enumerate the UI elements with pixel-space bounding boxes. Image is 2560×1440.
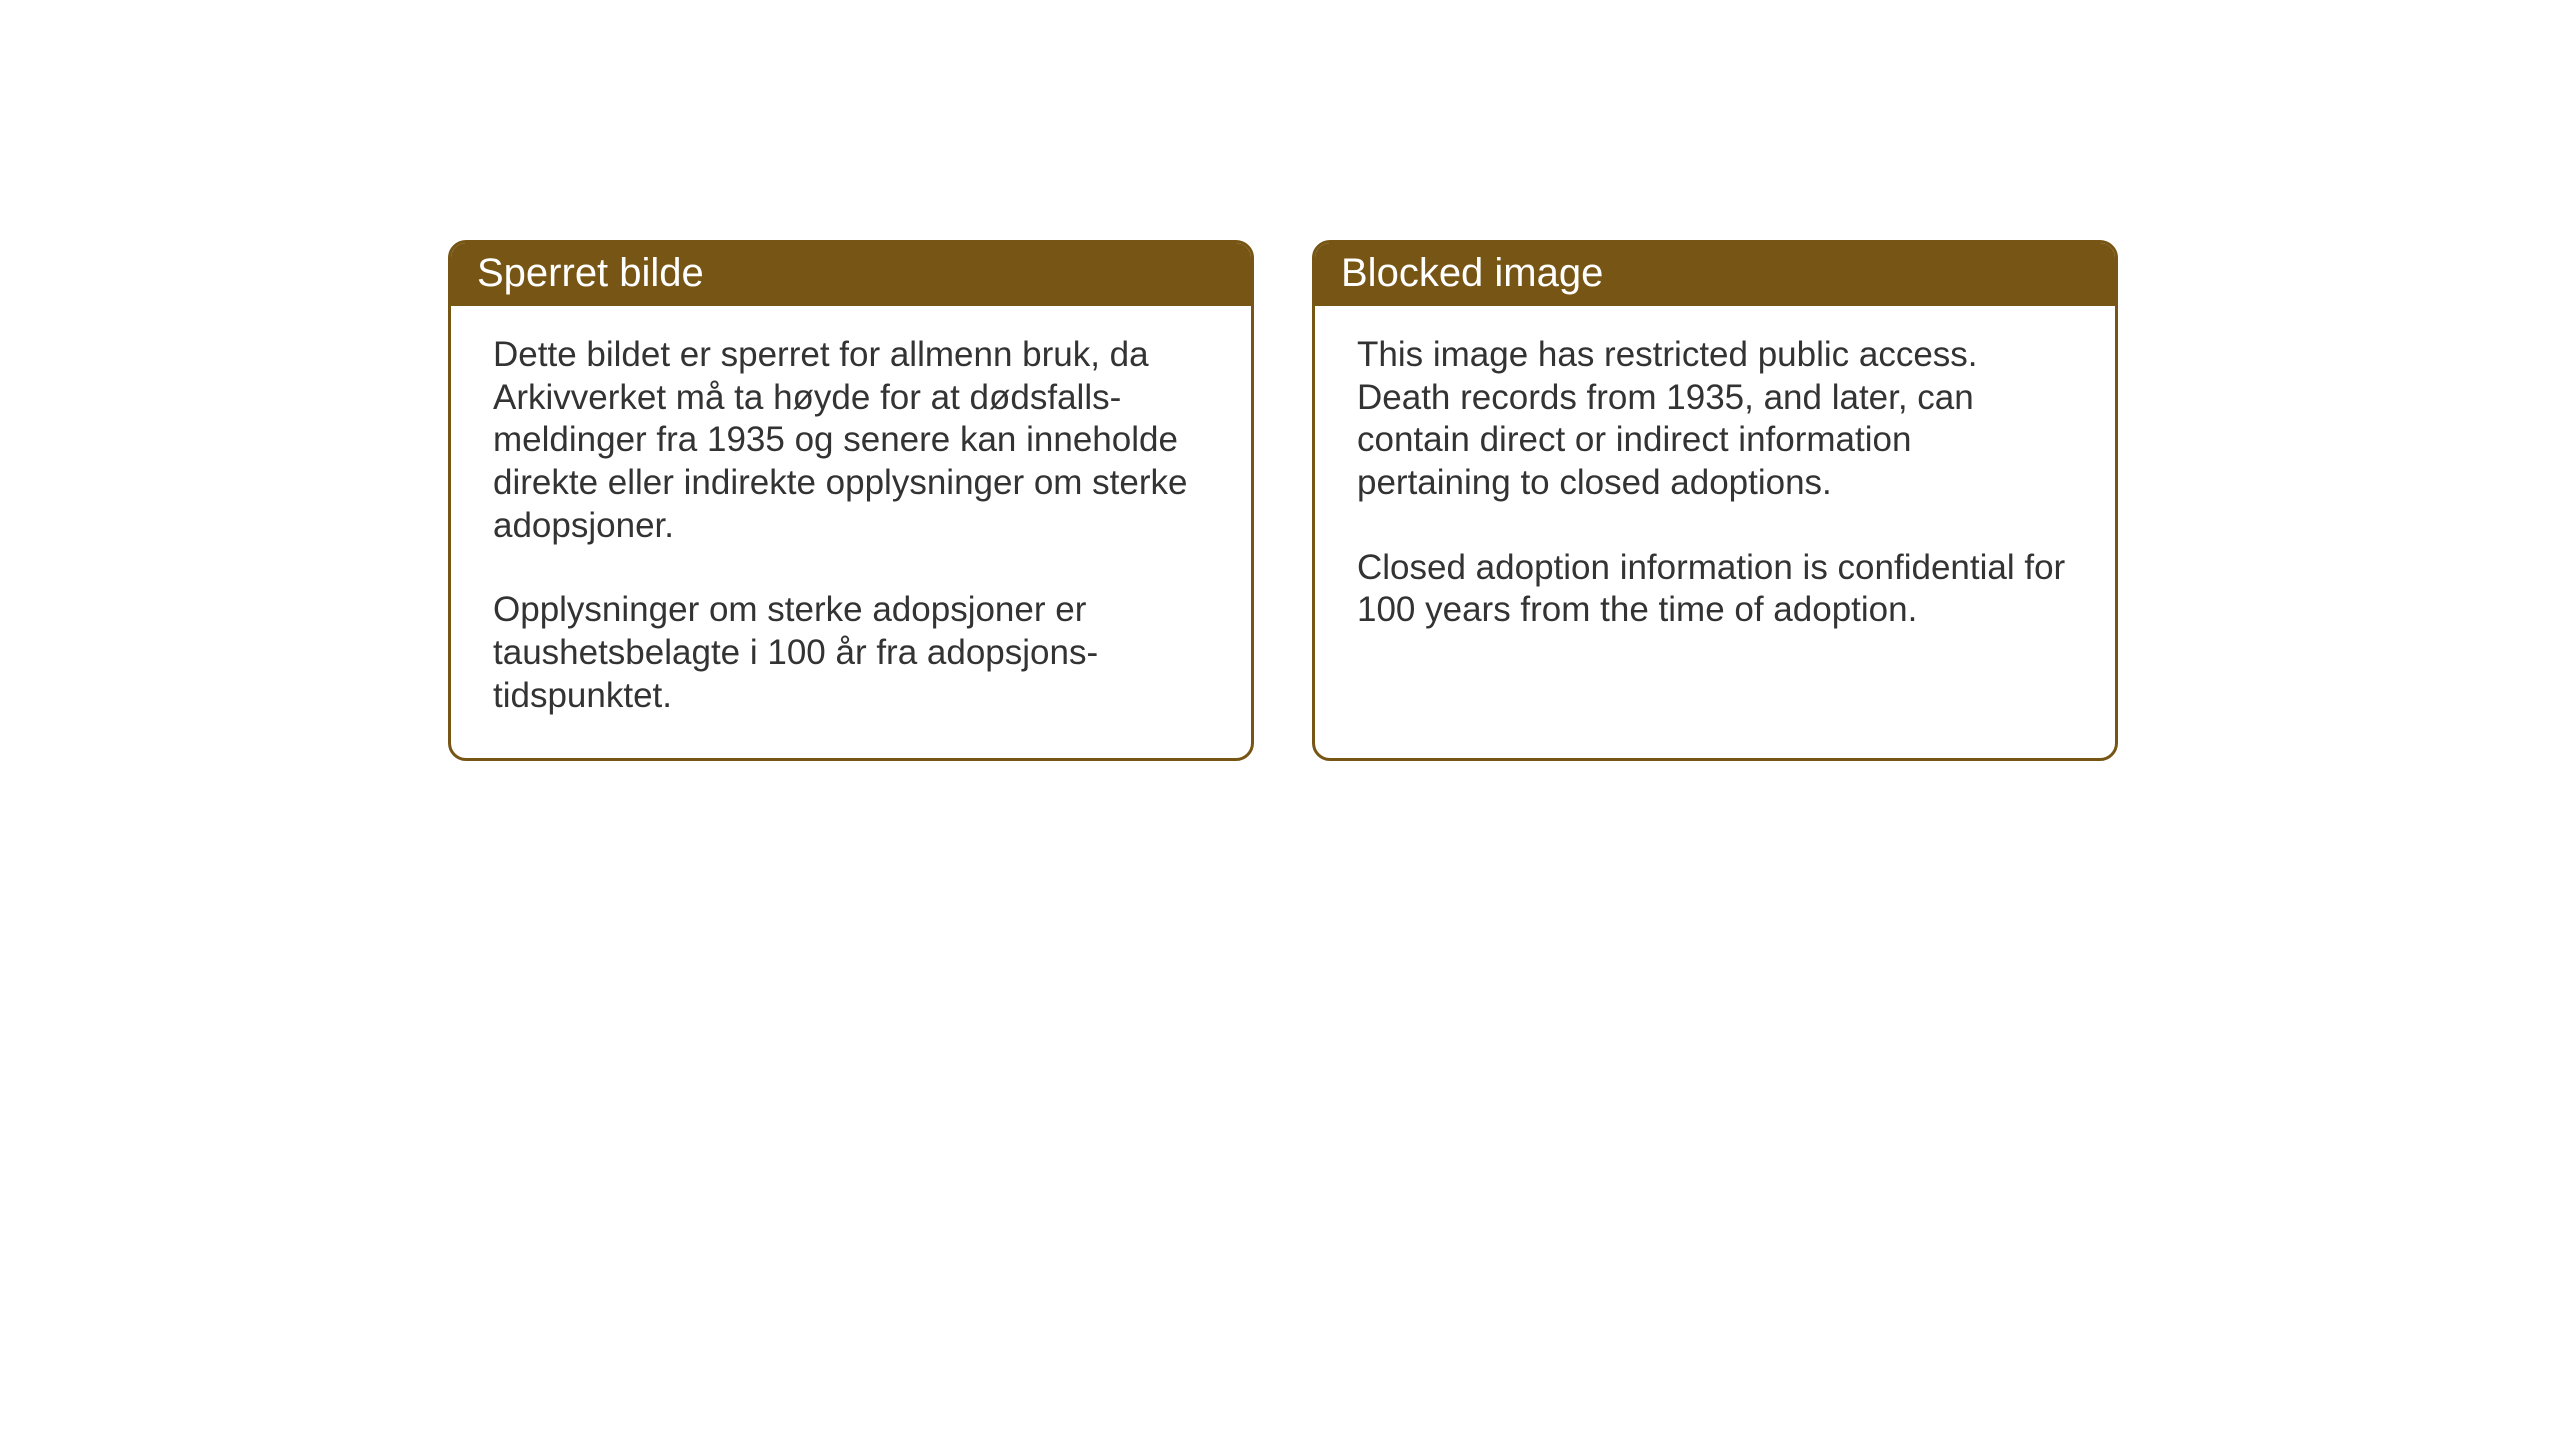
notice-paragraph-1-norwegian: Dette bildet er sperret for allmenn bruk… bbox=[493, 334, 1209, 547]
notice-cards-container: Sperret bilde Dette bildet er sperret fo… bbox=[448, 240, 2118, 761]
notice-title-english: Blocked image bbox=[1341, 251, 1603, 295]
notice-card-english: Blocked image This image has restricted … bbox=[1312, 240, 2118, 761]
notice-header-norwegian: Sperret bilde bbox=[451, 243, 1251, 306]
notice-header-english: Blocked image bbox=[1315, 243, 2115, 306]
notice-body-english: This image has restricted public access.… bbox=[1315, 306, 2115, 672]
notice-paragraph-2-english: Closed adoption information is confident… bbox=[1357, 547, 2073, 632]
notice-paragraph-2-norwegian: Opplysninger om sterke adopsjoner er tau… bbox=[493, 589, 1209, 717]
notice-card-norwegian: Sperret bilde Dette bildet er sperret fo… bbox=[448, 240, 1254, 761]
notice-title-norwegian: Sperret bilde bbox=[477, 251, 704, 295]
notice-body-norwegian: Dette bildet er sperret for allmenn bruk… bbox=[451, 306, 1251, 758]
notice-paragraph-1-english: This image has restricted public access.… bbox=[1357, 334, 2073, 505]
